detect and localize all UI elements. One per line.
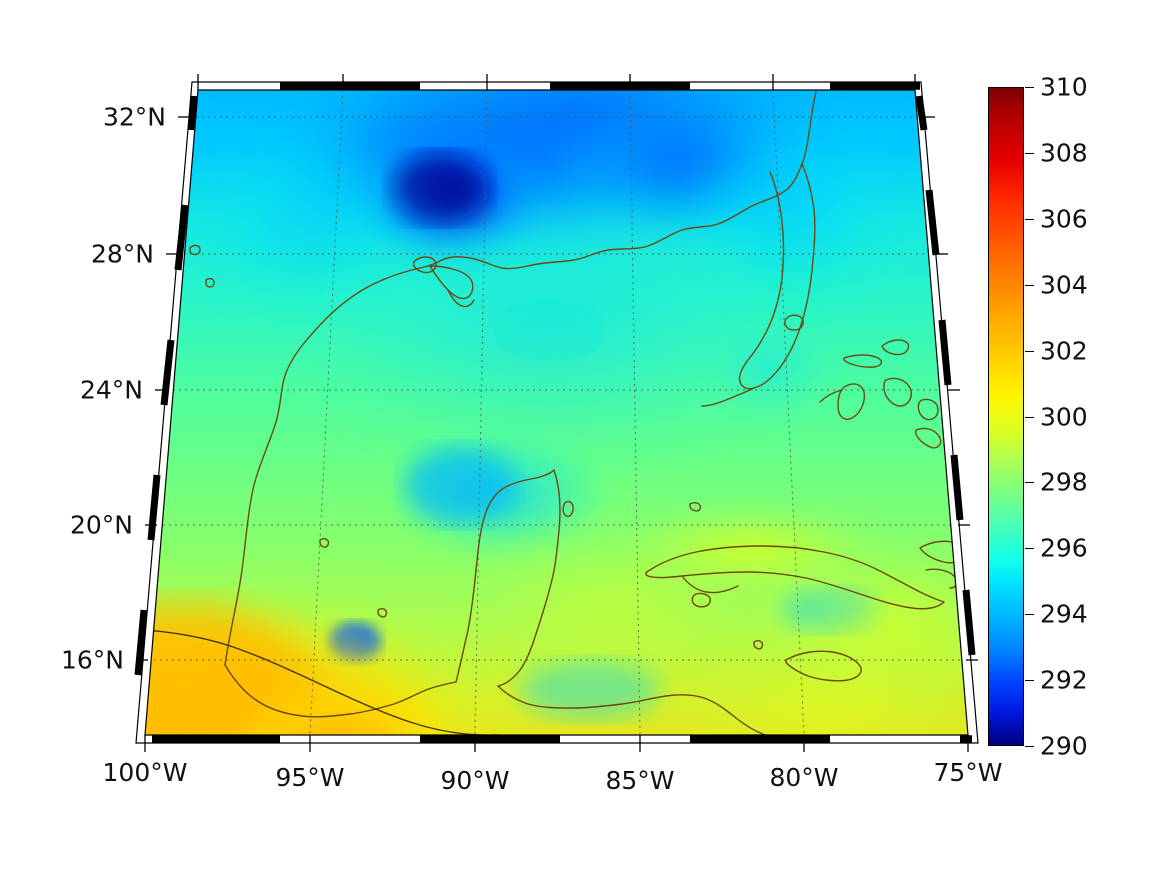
colorbar[interactable]: 310 308 306 304 302 300 298 296 294 292 … bbox=[988, 75, 1088, 759]
colorbar-label-308: 308 bbox=[1040, 138, 1088, 168]
coastline-eleuthera bbox=[883, 377, 912, 407]
coastline-islands-minor-1 bbox=[189, 244, 201, 256]
colorbar-label-300: 300 bbox=[1040, 402, 1088, 431]
coastline-delta-birdfoot bbox=[447, 289, 475, 308]
colorbar-label-302: 302 bbox=[1040, 336, 1088, 366]
coastline-hispaniola-south bbox=[925, 568, 958, 589]
frame-stripes-left bbox=[134, 95, 198, 676]
lat-tick-label-24: 24°N bbox=[79, 375, 143, 405]
lat-ticks-right bbox=[923, 116, 978, 661]
colorbar-tick-308 bbox=[1025, 152, 1034, 154]
lon-tick-label-85: 85°W bbox=[605, 766, 675, 795]
lat-tick-label-16: 16°N bbox=[60, 645, 124, 675]
colorbar-tick-300 bbox=[1025, 416, 1034, 418]
coastline-lake-pontchartrain bbox=[412, 256, 437, 274]
lon-ticks bbox=[144, 735, 969, 752]
coastline-abaco bbox=[881, 339, 910, 356]
colorbar-tick-310 bbox=[1025, 87, 1034, 88]
colorbar-tick-298 bbox=[1025, 482, 1034, 484]
coastline-islands-minor-3 bbox=[319, 538, 330, 548]
colorbar-label-298: 298 bbox=[1040, 467, 1088, 497]
coastlines bbox=[189, 91, 964, 735]
lat-tick-label-20: 20°N bbox=[69, 510, 133, 540]
lon-tick-label-80: 80°W bbox=[769, 763, 839, 792]
colorbar-label-290: 290 bbox=[1040, 731, 1088, 761]
colorbar-label-296: 296 bbox=[1040, 533, 1088, 563]
sst-central-gulf bbox=[290, 190, 810, 470]
coastline-islands-minor-4 bbox=[377, 608, 388, 618]
coastline-lake-okeechobee bbox=[784, 314, 804, 331]
coastline-florida-keys bbox=[701, 387, 755, 407]
sst-yucatan-land-warm bbox=[470, 530, 750, 670]
coastline-long-island bbox=[915, 427, 942, 449]
sst-field bbox=[145, 90, 968, 735]
coastline-mississippi-delta bbox=[429, 265, 474, 300]
sst-sw-caribbean-warm bbox=[670, 640, 968, 735]
colorbar-tick-296 bbox=[1025, 548, 1034, 550]
colorbar-label-292: 292 bbox=[1040, 665, 1088, 695]
coastline-cat-island bbox=[917, 398, 939, 421]
lat-tick-label-32: 32°N bbox=[102, 102, 166, 132]
coastline-islands-minor-2 bbox=[205, 277, 215, 288]
map-plot-area[interactable] bbox=[130, 70, 990, 760]
graticule bbox=[145, 90, 968, 735]
colorbar-tick-290 bbox=[1025, 746, 1034, 747]
coastline-jamaica bbox=[785, 650, 862, 682]
coastline-yucatan-north bbox=[455, 469, 555, 683]
coastline-mexico-gulf bbox=[224, 664, 457, 718]
lon-tick-label-95: 95°W bbox=[275, 763, 345, 792]
colorbar-label-294: 294 bbox=[1040, 599, 1088, 629]
lon-tick-label-100: 100°W bbox=[102, 758, 188, 787]
colorbar-gradient[interactable] bbox=[988, 87, 1024, 746]
map-axes[interactable]: 32°N 28°N 24°N 20°N 16°N 100°W 95°W 90°W… bbox=[61, 70, 1003, 793]
colorbar-label-304: 304 bbox=[1040, 270, 1088, 300]
lon-tick-label-75: 75°W bbox=[933, 758, 1003, 787]
lat-ticks bbox=[136, 116, 190, 661]
sst-campeche-core bbox=[405, 447, 515, 523]
coastline-grand-bahama bbox=[843, 354, 883, 368]
lon-ticks-top bbox=[197, 74, 916, 90]
coastline-cuba-south-bays bbox=[681, 575, 739, 594]
colorbar-tick-304 bbox=[1025, 284, 1034, 286]
coastline-islands-minor-5 bbox=[689, 502, 702, 512]
lat-tick-label-28: 28°N bbox=[90, 239, 154, 269]
coastline-central-america bbox=[497, 685, 769, 735]
coastline-cozumel bbox=[562, 500, 574, 518]
colorbar-label-310: 310 bbox=[1040, 72, 1088, 102]
coastline-florida-peninsula bbox=[738, 163, 816, 390]
coastline-cuba bbox=[645, 545, 945, 610]
colorbar-label-306: 306 bbox=[1040, 204, 1088, 234]
coastline-yucatan-east bbox=[497, 469, 561, 687]
colorbar-tick-306 bbox=[1025, 218, 1034, 220]
coastline-us-gulf bbox=[224, 91, 817, 666]
sst-honduras-coast-cool bbox=[520, 660, 660, 720]
coastline-islands-minor-6 bbox=[753, 640, 764, 650]
colorbar-tick-292 bbox=[1025, 680, 1034, 682]
coastline-isla-juventud bbox=[691, 592, 711, 608]
frame-stripes-right bbox=[915, 95, 976, 656]
sst-isthmus-warm bbox=[235, 685, 455, 735]
lon-tick-label-90: 90°W bbox=[440, 766, 510, 795]
colorbar-tick-302 bbox=[1025, 350, 1034, 352]
coastline-andros bbox=[837, 383, 866, 420]
land-boundary-southern-mexico bbox=[145, 629, 499, 735]
map-frame bbox=[134, 74, 979, 752]
sst-florida-straits bbox=[700, 315, 840, 425]
coastline-bahama-bank-edge bbox=[819, 389, 843, 403]
colorbar-tick-294 bbox=[1025, 614, 1034, 616]
